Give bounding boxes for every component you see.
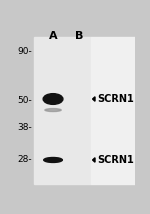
- Bar: [34, 37, 91, 184]
- Text: 90-: 90-: [17, 47, 32, 56]
- Text: SCRN1: SCRN1: [97, 94, 134, 104]
- Polygon shape: [93, 158, 95, 162]
- Polygon shape: [93, 97, 95, 101]
- Bar: [91, 37, 135, 184]
- Text: 38-: 38-: [17, 123, 32, 132]
- Text: B: B: [75, 31, 83, 42]
- Text: SCRN1: SCRN1: [97, 155, 134, 165]
- Ellipse shape: [43, 94, 63, 104]
- Text: 28-: 28-: [18, 156, 32, 165]
- Text: 50-: 50-: [17, 96, 32, 105]
- Text: A: A: [49, 31, 58, 42]
- Ellipse shape: [45, 108, 61, 111]
- Ellipse shape: [44, 158, 62, 162]
